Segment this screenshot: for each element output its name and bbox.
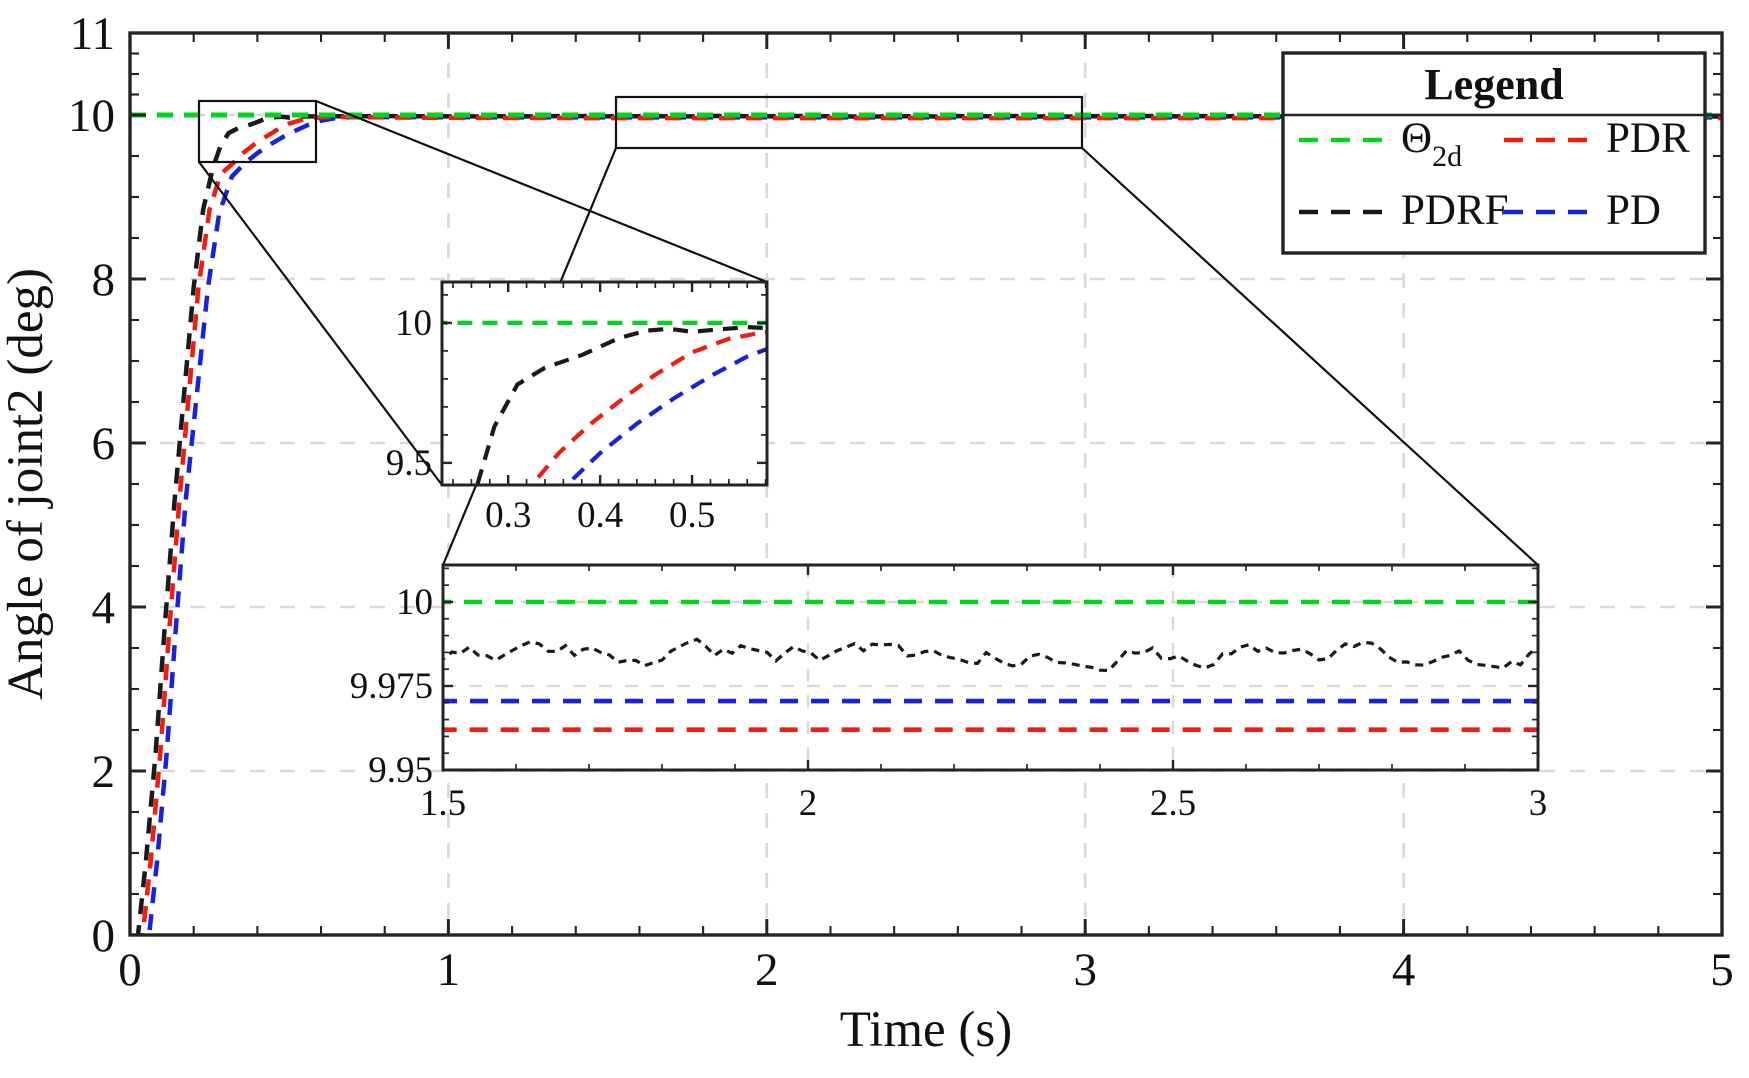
x-tick-label: 5: [1710, 944, 1734, 996]
x-tick-label: 0: [118, 944, 142, 996]
legend: Θ2d PDRF PDR PD: [1281, 51, 1707, 255]
legend-label-pd: PD: [1606, 187, 1661, 234]
y-tick-label: 2: [92, 746, 116, 798]
inset2-y-tick-label: 10: [396, 582, 433, 623]
zoom-connector-line: [198, 161, 443, 486]
zoom-annotations: [197, 95, 1539, 566]
inset1-box: [440, 280, 769, 487]
inset2-y-tick-label: 9.95: [368, 750, 433, 791]
x-tick-label: 3: [1073, 944, 1097, 996]
x-tick-label: 1: [437, 944, 461, 996]
series-pdr-inset1: [528, 330, 767, 485]
legend-label-pdrf: PDRF: [1401, 187, 1509, 234]
legend-title: Legend: [1424, 60, 1563, 109]
legend-label-pdr: PDR: [1606, 115, 1690, 162]
legend-label-theta2d: Θ2d: [1401, 115, 1462, 173]
x-tick-label: 4: [1392, 944, 1416, 996]
inset2-x-tick-label: 2: [799, 783, 818, 824]
y-tick-label: 4: [92, 582, 116, 634]
inset1-x-tick-label: 0.5: [669, 495, 715, 536]
inset2-x-tick-label: 2.5: [1150, 783, 1196, 824]
y-tick-label: 8: [92, 254, 116, 306]
series-pd-inset1: [563, 346, 767, 485]
y-tick-label: 10: [68, 90, 115, 142]
y-tick-label: 11: [70, 8, 115, 60]
y-axis-label: Angle of joint2 (deg): [0, 268, 54, 700]
inset2-y-tick-label: 9.975: [350, 666, 433, 707]
y-tick-label: 0: [92, 910, 116, 962]
x-tick-label: 2: [755, 944, 779, 996]
inset1-ticks: [442, 282, 767, 485]
zoom-source-box-1: [197, 99, 318, 164]
inset1-x-tick-label: 0.4: [577, 495, 623, 536]
inset1-y-tick-label: 9.5: [386, 443, 432, 484]
inset2-x-tick-label: 1.5: [420, 783, 466, 824]
series-pdrf-inset2: [443, 637, 1538, 673]
main-ticks: [128, 31, 1724, 937]
zoom-connector-line: [1081, 147, 1539, 566]
zoom-connector-line: [315, 99, 768, 284]
inset2-x-tick-label: 3: [1529, 783, 1548, 824]
y-tick-label: 6: [92, 418, 116, 470]
inset1-series: [442, 320, 767, 485]
inset2-ticks: [441, 565, 1540, 772]
inset1-background: [442, 282, 767, 485]
inset1-y-tick-label: 10: [395, 303, 432, 344]
zoom-source-box-2: [614, 95, 1084, 150]
inset1-x-tick-label: 0.3: [485, 495, 531, 536]
legend-box: [1281, 51, 1707, 255]
inset2-box: [441, 563, 1540, 772]
inset2-background: [443, 565, 1538, 770]
inset2-series: [443, 599, 1538, 732]
x-axis-label: Time (s): [840, 1002, 1012, 1058]
